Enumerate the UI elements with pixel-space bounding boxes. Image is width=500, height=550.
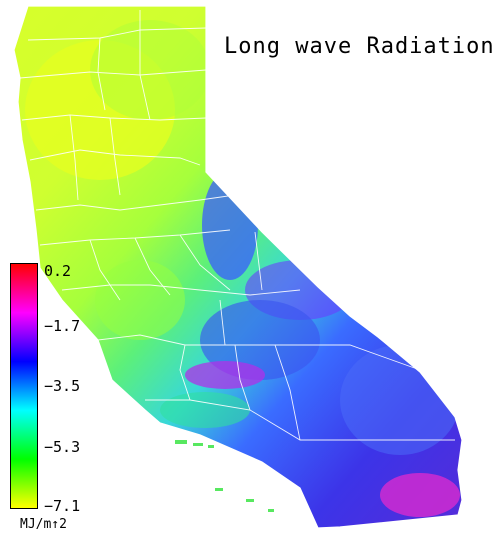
legend-colorbar — [10, 263, 38, 509]
channel-islands — [175, 440, 274, 512]
tehachapi-patch — [185, 361, 265, 389]
sierra-patch — [202, 170, 258, 280]
legend-tick-4: −5.3 — [44, 438, 81, 456]
legend-units: MJ/m↑2 — [20, 517, 67, 532]
imperial-patch — [380, 473, 460, 517]
central-coast-patch — [95, 260, 185, 340]
mojave-west-patch — [200, 300, 320, 380]
la-basin-patch — [160, 392, 250, 428]
county-boundaries — [19, 10, 455, 441]
legend-tick-2: −1.7 — [44, 317, 81, 335]
northeast-patch — [90, 20, 210, 120]
legend-tick-max: 0.2 — [44, 262, 72, 280]
legend-tick-mid: −3.5 — [44, 377, 81, 395]
map-title: Long wave Radiation — [224, 34, 495, 59]
legend-tick-min: −7.1 — [44, 497, 81, 515]
